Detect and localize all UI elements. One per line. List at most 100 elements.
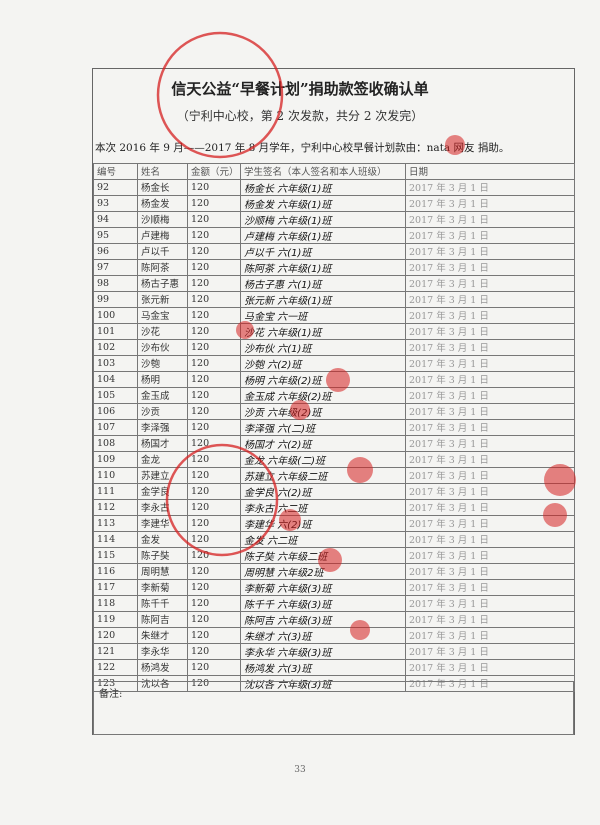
date: 2017 年 3 月 1 日: [405, 242, 575, 260]
amount: 120: [187, 290, 241, 308]
student-name: 李新菊: [137, 578, 188, 596]
row-number: 112: [93, 498, 138, 516]
table-row: 123 沈以各 120 沈以各 六年级(3)班 2017 年 3 月 1 日: [93, 674, 575, 692]
signature: 陈子奘 六年级二班: [240, 546, 406, 564]
table-row: 120 朱继才 120 朱继才 六(3)班 2017 年 3 月 1 日: [93, 626, 575, 644]
date: 2017 年 3 月 1 日: [405, 450, 575, 468]
amount: 120: [187, 514, 241, 532]
date: 2017 年 3 月 1 日: [405, 546, 575, 564]
row-number: 97: [93, 258, 138, 276]
date: 2017 年 3 月 1 日: [405, 498, 575, 516]
table-row: 114 金发 120 金发 六二班 2017 年 3 月 1 日: [93, 530, 575, 548]
amount: 120: [187, 194, 241, 212]
student-name: 陈子奘: [137, 546, 188, 564]
table-row: 109 金龙 120 金龙 六年级(二)班 2017 年 3 月 1 日: [93, 450, 575, 468]
date: 2017 年 3 月 1 日: [405, 434, 575, 452]
subtitle: （宁利中心校，第 2 次发款，共分 2 次发完）: [176, 109, 424, 123]
date: 2017 年 3 月 1 日: [405, 370, 575, 388]
signature: 杨金长 六年级(1)班: [240, 178, 406, 196]
row-number: 96: [93, 242, 138, 260]
student-name: 杨明: [137, 370, 188, 388]
signature: 金龙 六年级(二)班: [240, 450, 406, 468]
student-name: 沙顺梅: [137, 210, 188, 228]
column-header: 日期: [405, 163, 575, 180]
row-number: 105: [93, 386, 138, 404]
row-number: 100: [93, 306, 138, 324]
signature: 沈以各 六年级(3)班: [240, 674, 406, 692]
amount: 120: [187, 354, 241, 372]
amount: 120: [187, 322, 241, 340]
sign-table: 编号 姓名 金额（元） 学生签名（本人签名和本人班级） 日期 92 杨金长 120 杨金长 六…: [93, 163, 575, 692]
amount: 120: [187, 466, 241, 484]
signature: 马金宝 六一班: [240, 306, 406, 324]
note: 备注:: [93, 681, 574, 735]
student-name: 李建华: [137, 514, 188, 532]
signature: 杨古子惠 六(1)班: [240, 274, 406, 292]
table-row: 95 卢建梅 120 卢建梅 六年级(1)班 2017 年 3 月 1 日: [93, 226, 575, 244]
row-number: 113: [93, 514, 138, 532]
date: 2017 年 3 月 1 日: [405, 290, 575, 308]
signature: 李建华 六(2)班: [240, 514, 406, 532]
date: 2017 年 3 月 1 日: [405, 514, 575, 532]
date: 2017 年 3 月 1 日: [405, 402, 575, 420]
signature: 沙顺梅 六年级(1)班: [240, 210, 406, 228]
row-number: 101: [93, 322, 138, 340]
amount: 120: [187, 242, 241, 260]
amount: 120: [187, 594, 241, 612]
signature: 李永华 六年级(3)班: [240, 642, 406, 660]
student-name: 金龙: [137, 450, 188, 468]
amount: 120: [187, 450, 241, 468]
row-number: 116: [93, 562, 138, 580]
student-name: 杨国才: [137, 434, 188, 452]
student-name: 李永华: [137, 642, 188, 660]
table-row: 102 沙布伙 120 沙布伙 六(1)班 2017 年 3 月 1 日: [93, 338, 575, 356]
row-number: 114: [93, 530, 138, 548]
signature: 杨明 六年级(2)班: [240, 370, 406, 388]
table-row: 122 杨鸿发 120 杨鸿发 六(3)班 2017 年 3 月 1 日: [93, 658, 575, 676]
amount: 120: [187, 402, 241, 420]
row-number: 120: [93, 626, 138, 644]
student-name: 陈阿茶: [137, 258, 188, 276]
student-name: 金发: [137, 530, 188, 548]
amount: 120: [187, 530, 241, 548]
date: 2017 年 3 月 1 日: [405, 674, 575, 692]
date: 2017 年 3 月 1 日: [405, 258, 575, 276]
row-number: 110: [93, 466, 138, 484]
amount: 120: [187, 178, 241, 196]
amount: 120: [187, 546, 241, 564]
amount: 120: [187, 658, 241, 676]
signature: 苏建立 六年级二班: [240, 466, 406, 484]
row-number: 99: [93, 290, 138, 308]
row-number: 107: [93, 418, 138, 436]
date: 2017 年 3 月 1 日: [405, 466, 575, 484]
signature: 杨鸿发 六(3)班: [240, 658, 406, 676]
table-row: 117 李新菊 120 李新菊 六年级(3)班 2017 年 3 月 1 日: [93, 578, 575, 596]
header-row: 编号 姓名 金额（元） 学生签名（本人签名和本人班级） 日期: [93, 163, 575, 180]
table-row: 108 杨国才 120 杨国才 六(2)班 2017 年 3 月 1 日: [93, 434, 575, 452]
date: 2017 年 3 月 1 日: [405, 194, 575, 212]
row-number: 98: [93, 274, 138, 292]
student-name: 杨鸿发: [137, 658, 188, 676]
student-name: 杨金长: [137, 178, 188, 196]
signature: 陈阿茶 六年级(1)班: [240, 258, 406, 276]
amount: 120: [187, 386, 241, 404]
table-row: 103 沙匏 120 沙匏 六(2)班 2017 年 3 月 1 日: [93, 354, 575, 372]
signature: 李泽强 六(二)班: [240, 418, 406, 436]
column-header: 姓名: [137, 163, 188, 180]
signature: 朱继才 六(3)班: [240, 626, 406, 644]
date: 2017 年 3 月 1 日: [405, 562, 575, 580]
student-name: 金玉成: [137, 386, 188, 404]
student-name: 陈阿吉: [137, 610, 188, 628]
row-number: 94: [93, 210, 138, 228]
table-row: 115 陈子奘 120 陈子奘 六年级二班 2017 年 3 月 1 日: [93, 546, 575, 564]
date: 2017 年 3 月 1 日: [405, 178, 575, 196]
date: 2017 年 3 月 1 日: [405, 338, 575, 356]
student-name: 周明慧: [137, 562, 188, 580]
amount: 120: [187, 258, 241, 276]
amount: 120: [187, 370, 241, 388]
signature: 沙匏 六(2)班: [240, 354, 406, 372]
student-name: 卢建梅: [137, 226, 188, 244]
date: 2017 年 3 月 1 日: [405, 642, 575, 660]
date: 2017 年 3 月 1 日: [405, 482, 575, 500]
table-body: 92 杨金长 120 杨金长 六年级(1)班 2017 年 3 月 1 日 93 杨金发 12…: [93, 178, 575, 692]
